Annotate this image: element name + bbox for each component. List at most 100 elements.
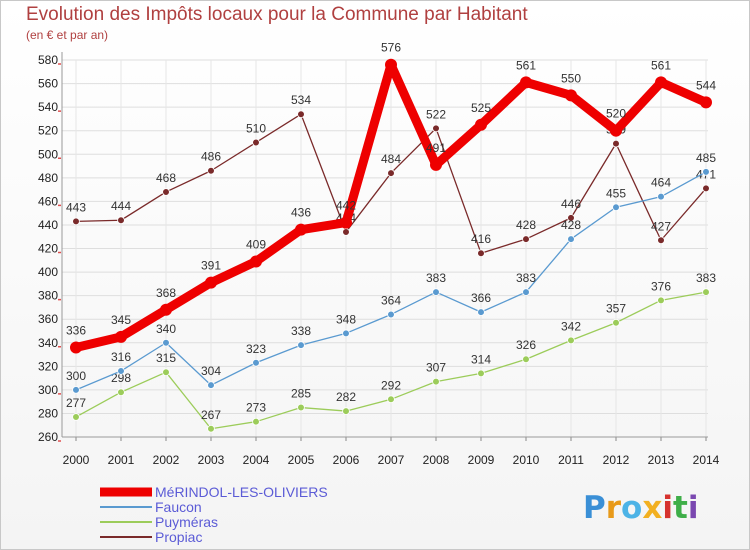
data-point <box>207 166 215 175</box>
data-label: 376 <box>651 279 671 293</box>
data-point <box>117 216 125 225</box>
data-label: 304 <box>201 364 221 378</box>
data-label: 326 <box>516 338 536 352</box>
data-label: 383 <box>696 271 716 285</box>
series-faucon: 300 316 340 304 323 338 348 364 383 366 383 428 455 4… <box>66 151 716 394</box>
data-label: 561 <box>516 58 536 72</box>
data-label: 282 <box>336 390 356 404</box>
data-label: 357 <box>606 302 626 316</box>
data-label: 315 <box>156 351 176 365</box>
series-layer: 4434444684865105344344845224164284465094… <box>66 41 716 433</box>
x-tick-label: 2014 <box>693 453 720 467</box>
y-tick-label: 260 <box>38 430 58 444</box>
legend-item: Puyméras <box>100 514 218 530</box>
x-tick-label: 2013 <box>648 453 675 467</box>
x-tick-label: 2010 <box>513 453 540 467</box>
data-point <box>342 228 350 236</box>
data-point <box>387 310 395 319</box>
y-tick-label: 460 <box>38 194 58 208</box>
logo-letter: x <box>642 490 662 526</box>
data-point <box>610 124 622 137</box>
data-point <box>475 118 487 131</box>
data-label: 576 <box>381 41 401 55</box>
x-tick-label: 2003 <box>198 453 225 467</box>
y-tick-label: 560 <box>38 77 58 91</box>
logo-text: Proxiti <box>583 490 698 526</box>
data-point <box>702 288 710 296</box>
data-point <box>295 223 307 236</box>
x-tick-label: 2006 <box>333 453 360 467</box>
data-label: 444 <box>111 199 131 213</box>
data-point <box>342 407 350 415</box>
data-label: 464 <box>651 176 671 190</box>
series-m-rindol-les-oliviers: 336 345 368 391 409 436 442 576 491 525 561 550 520 5… <box>66 41 716 354</box>
y-tick-label: 420 <box>38 242 58 256</box>
legend-label: Faucon <box>155 499 202 515</box>
logo-letter: i <box>662 490 673 526</box>
data-point <box>657 296 665 305</box>
data-label: 340 <box>156 322 176 336</box>
data-point <box>522 288 530 296</box>
data-point <box>252 138 260 147</box>
data-label: 267 <box>201 408 221 422</box>
data-point <box>567 235 575 243</box>
chart-subtitle: (en € et par an) <box>26 28 109 42</box>
y-tick-label: 400 <box>38 265 58 279</box>
data-label: 323 <box>246 342 266 356</box>
y-tick-label: 540 <box>38 100 58 114</box>
data-label: 366 <box>471 291 491 305</box>
data-point <box>72 413 80 421</box>
x-tick-label: 2007 <box>378 453 405 467</box>
data-label: 520 <box>606 107 626 121</box>
data-point <box>432 377 440 386</box>
data-label: 368 <box>156 286 176 300</box>
data-point <box>477 369 485 378</box>
data-point <box>252 358 260 367</box>
data-label: 491 <box>426 141 446 155</box>
data-point <box>387 169 395 177</box>
data-label: 522 <box>426 107 446 121</box>
data-point <box>477 249 485 258</box>
data-label: 436 <box>291 206 311 220</box>
data-point <box>657 192 665 201</box>
proxiti-logo: Proxiti <box>583 490 698 526</box>
data-label: 338 <box>291 324 311 338</box>
axes: 260 280 300 320 340 360 380 400 420 440 460 480 500 5… <box>38 52 720 467</box>
data-label: 307 <box>426 361 446 375</box>
x-tick-label: 2005 <box>288 453 315 467</box>
data-point <box>162 338 170 347</box>
logo-letter: P <box>583 490 606 526</box>
data-label: 427 <box>651 219 671 233</box>
legend-label: MéRINDOL-LES-OLIVIERS <box>155 484 328 500</box>
data-label: 409 <box>246 237 266 251</box>
data-point <box>432 288 440 296</box>
data-label: 383 <box>426 271 446 285</box>
data-point <box>522 235 530 243</box>
data-label: 285 <box>291 387 311 401</box>
data-point <box>340 216 352 229</box>
data-label: 383 <box>516 271 536 285</box>
data-point <box>567 336 575 345</box>
data-point <box>612 203 620 212</box>
data-point <box>297 110 305 118</box>
data-point <box>297 403 305 412</box>
data-label: 468 <box>156 171 176 185</box>
data-label: 544 <box>696 78 716 92</box>
data-point <box>385 58 397 71</box>
data-label: 364 <box>381 293 401 307</box>
data-label: 446 <box>561 197 581 211</box>
x-tick-label: 2008 <box>423 453 450 467</box>
data-label: 300 <box>66 369 86 383</box>
logo-letter: r <box>606 490 622 526</box>
data-label: 348 <box>336 312 356 326</box>
logo-letter: i <box>688 490 699 526</box>
data-point <box>70 341 82 354</box>
x-tick-label: 2012 <box>603 453 630 467</box>
data-point <box>657 236 665 245</box>
legend-item: Faucon <box>100 499 202 515</box>
y-tick-label: 440 <box>38 218 58 232</box>
y-tick-label: 360 <box>38 312 58 326</box>
data-point <box>207 381 215 389</box>
chart-title: Evolution des Impôts locaux pour la Comm… <box>26 4 528 25</box>
